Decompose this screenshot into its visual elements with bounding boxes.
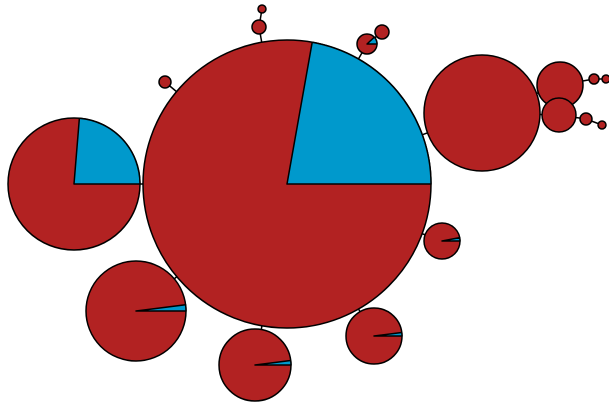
node-disc-right-tiny-3 xyxy=(579,112,593,126)
node-right-tiny-3 xyxy=(579,112,593,126)
node-right-tiny-4 xyxy=(597,120,607,130)
node-wedge-bottom-center xyxy=(254,359,292,366)
node-disc-right-tiny-2 xyxy=(601,74,609,84)
node-top-small xyxy=(251,19,267,35)
node-left-large xyxy=(7,117,141,251)
node-disc-right-tiny-1 xyxy=(588,73,600,85)
node-wedge-top-right-small xyxy=(366,36,378,45)
node-wedge-right-mid-small xyxy=(441,236,461,242)
node-bottom-right xyxy=(345,307,403,365)
node-right-tiny-2 xyxy=(601,74,609,84)
node-disc-top-tiny xyxy=(257,4,267,14)
node-top-right-small xyxy=(356,33,378,55)
node-right-small-lower xyxy=(541,97,577,133)
node-wedge-bottom-left xyxy=(135,303,187,312)
node-disc-right-small-lower xyxy=(541,97,577,133)
node-top-right-tiny xyxy=(374,24,390,40)
node-disc-right-large xyxy=(423,54,541,172)
node-disc-top-small xyxy=(251,19,267,35)
node-right-large xyxy=(423,54,541,172)
node-wedge-bottom-right xyxy=(373,331,403,337)
node-top-tiny xyxy=(257,4,267,14)
node-right-mid-small xyxy=(423,222,461,260)
node-bottom-center xyxy=(218,328,292,402)
node-bottom-left xyxy=(85,260,187,362)
node-disc-top-right-tiny xyxy=(374,24,390,40)
node-wedge-root xyxy=(286,41,432,185)
node-right-tiny-1 xyxy=(588,73,600,85)
node-disc-right-tiny-4 xyxy=(597,120,607,130)
node-top-left-tiny xyxy=(158,75,172,89)
node-root xyxy=(142,39,432,329)
node-wedge-left-large xyxy=(73,117,141,185)
node-disc-top-left-tiny xyxy=(158,75,172,89)
